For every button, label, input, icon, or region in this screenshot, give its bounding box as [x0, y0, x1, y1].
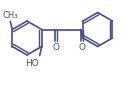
Text: HO: HO — [25, 59, 39, 67]
Text: O: O — [78, 43, 85, 53]
Text: CH₃: CH₃ — [3, 10, 18, 20]
Text: O: O — [52, 43, 59, 53]
